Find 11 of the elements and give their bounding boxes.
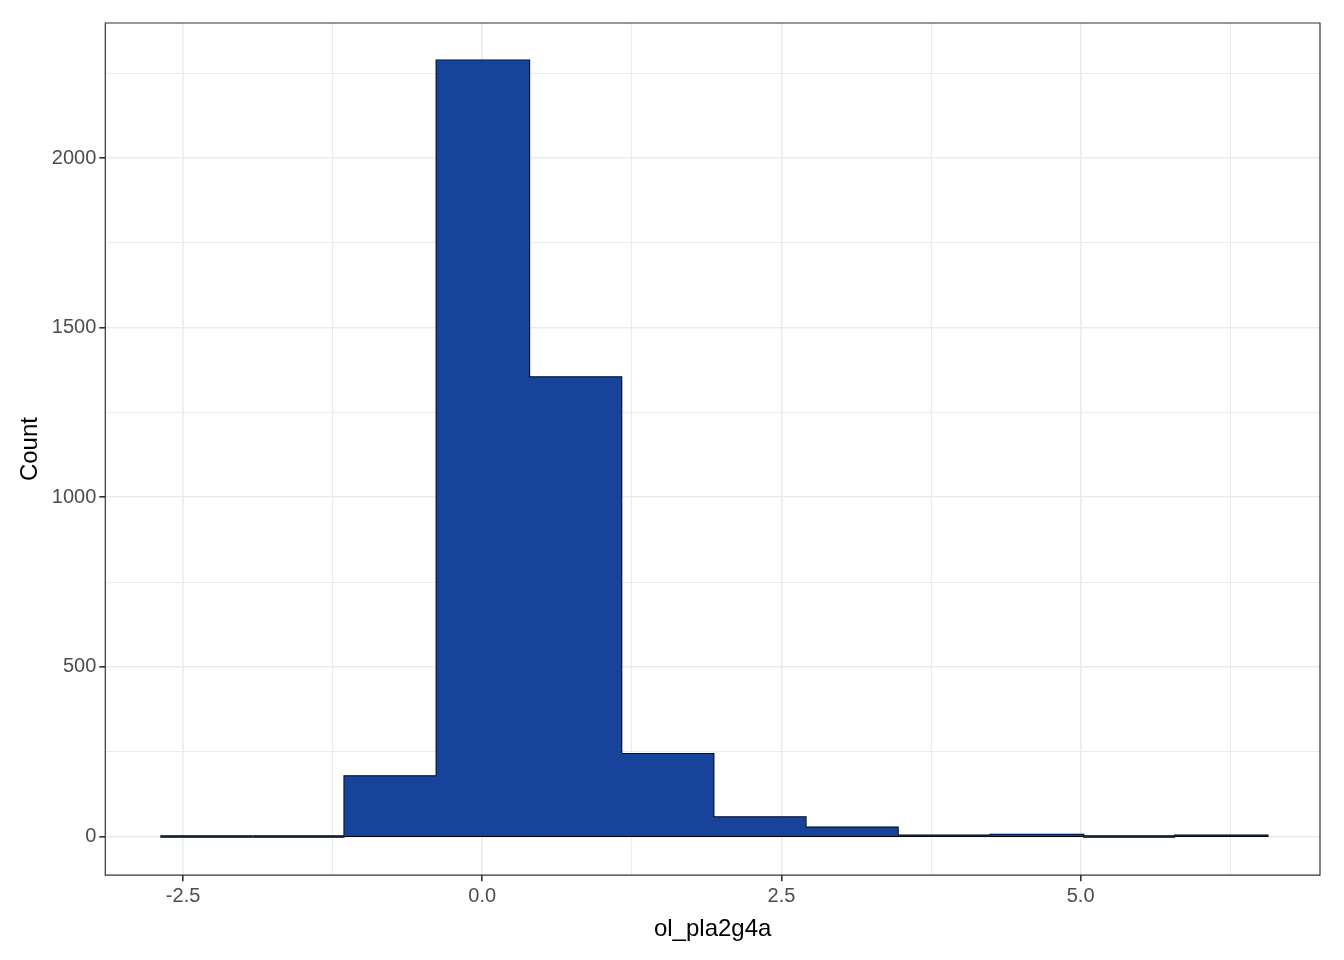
- y-axis-title: Count: [15, 416, 43, 482]
- y-tick-label: 0: [85, 824, 97, 847]
- x-tick-label: 0.0: [468, 883, 497, 906]
- y-tick-label: 1500: [51, 315, 97, 338]
- x-tick-label: 2.5: [767, 883, 796, 906]
- x-tick-label: -2.5: [165, 883, 201, 906]
- y-tick-label: 500: [62, 654, 97, 677]
- y-tick-label: 2000: [51, 145, 97, 168]
- y-tick-label: 1000: [51, 484, 97, 507]
- x-axis-title: ol_pla2g4a: [653, 914, 773, 942]
- x-tick-label: 5.0: [1066, 883, 1095, 906]
